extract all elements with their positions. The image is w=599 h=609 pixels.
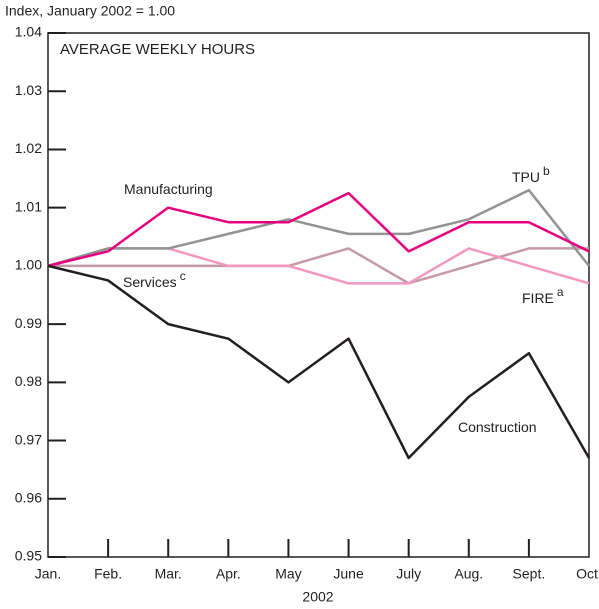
series-label: TPU b — [512, 164, 550, 185]
y-tick-label: 0.98 — [15, 373, 42, 389]
y-tick-label: 0.95 — [15, 548, 42, 564]
x-tick-label: Sept. — [513, 566, 546, 582]
y-tick-label: 1.04 — [15, 24, 42, 40]
y-tick-label: 1.01 — [15, 198, 42, 214]
series-name: Services — [123, 274, 177, 290]
series-label: Services c — [123, 269, 186, 290]
x-tick-label: May — [275, 566, 301, 582]
y-tick-label: 1.02 — [15, 140, 42, 156]
x-tick-label: July — [396, 566, 421, 582]
series-line — [47, 188, 590, 268]
series-name: TPU — [512, 169, 540, 185]
series-superscript: b — [543, 164, 550, 178]
series-line — [47, 191, 590, 268]
y-tick-label: 0.99 — [15, 315, 42, 331]
x-tick-label: Aug. — [454, 566, 483, 582]
series-name: Construction — [458, 419, 537, 435]
y-tick-label: 1.00 — [15, 257, 42, 273]
series-superscript: a — [557, 285, 564, 299]
series-name: FIRE — [522, 290, 554, 306]
series-label: FIRE a — [522, 285, 564, 306]
series-label: Construction — [458, 419, 537, 435]
x-tick-label: Mar. — [155, 566, 182, 582]
x-tick-label: Oct. — [576, 566, 599, 582]
plot-frame — [47, 32, 590, 558]
series-label: Manufacturing — [124, 181, 213, 197]
x-tick-label: Feb. — [94, 566, 122, 582]
x-tick-label: June — [333, 566, 364, 582]
x-axis-label: 2002 — [302, 589, 333, 605]
x-tick-label: Jan. — [35, 566, 61, 582]
x-tick-label: Apr. — [216, 566, 241, 582]
series-line — [47, 264, 591, 460]
y-axis-label: Index, January 2002 = 1.00 — [5, 3, 175, 19]
y-tick-label: 0.97 — [15, 431, 42, 447]
y-tick-label: 0.96 — [15, 489, 42, 505]
series-superscript: c — [180, 269, 186, 283]
series-name: Manufacturing — [124, 181, 213, 197]
y-tick-label: 1.03 — [15, 82, 42, 98]
chart-title: AVERAGE WEEKLY HOURS — [60, 41, 255, 58]
